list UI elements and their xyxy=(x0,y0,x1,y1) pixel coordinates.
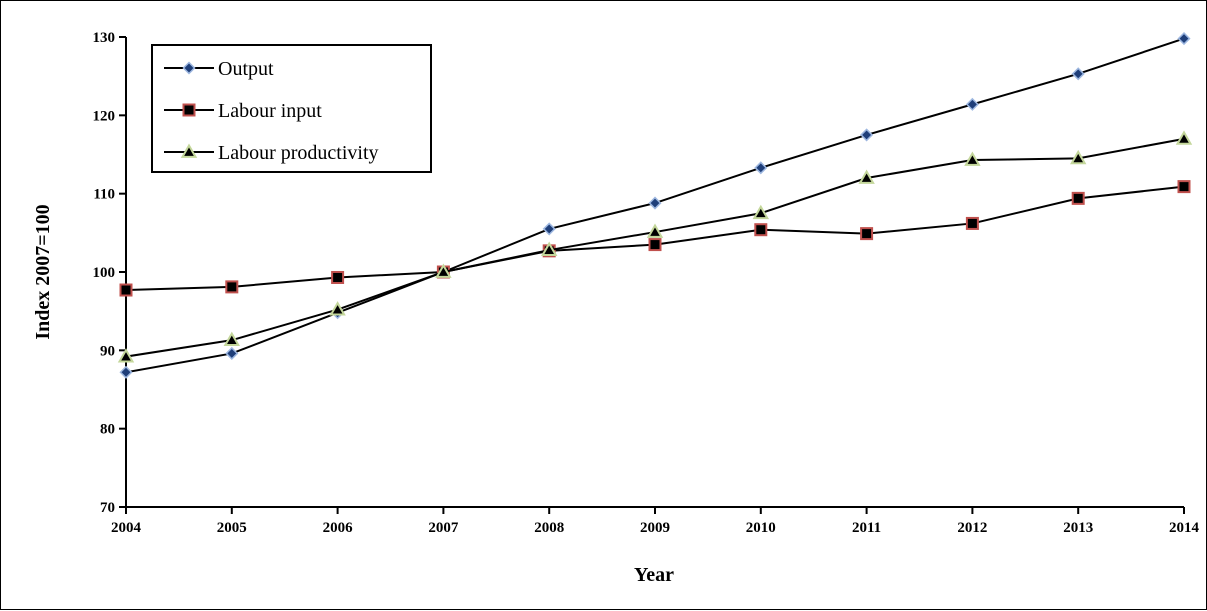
data-point-square-marker xyxy=(119,283,133,297)
x-ticks: 2004 2005 2006 2007 2008 2009 2010 2011 2012 2013… xyxy=(111,507,1200,536)
series-labour-productivity xyxy=(117,130,1193,363)
y-tick-label: 70 xyxy=(100,500,115,516)
data-point-triangle-marker xyxy=(964,151,981,166)
data-point-diamond-marker xyxy=(225,346,239,361)
legend-label-labour-input: Labour input xyxy=(218,100,322,122)
legend-label-labour-productivity: Labour productivity xyxy=(218,142,379,164)
data-point-triangle-marker xyxy=(329,301,346,316)
data-point-triangle-marker xyxy=(1069,149,1087,165)
data-point-square-marker xyxy=(754,223,768,237)
y-tick-label: 100 xyxy=(93,265,116,281)
legend-diamond-marker xyxy=(182,61,196,75)
data-point-diamond-marker xyxy=(965,97,979,111)
x-tick-label: 2013 xyxy=(1063,520,1093,536)
data-point-square-marker xyxy=(1177,180,1191,194)
y-tick-label: 90 xyxy=(100,343,115,359)
x-tick-label: 2011 xyxy=(852,520,881,536)
data-point-square-marker xyxy=(331,270,345,284)
data-point-triangle-marker xyxy=(223,331,241,347)
legend-triangle-marker xyxy=(180,143,198,158)
y-tick-label: 110 xyxy=(93,187,115,203)
data-point-diamond-marker xyxy=(1071,67,1085,81)
y-tick-label: 130 xyxy=(93,30,116,46)
x-tick-label: 2007 xyxy=(428,520,459,536)
data-point-diamond-marker xyxy=(860,128,874,142)
x-tick-label: 2008 xyxy=(534,520,564,536)
series-layer xyxy=(117,32,1193,379)
x-tick-label: 2005 xyxy=(217,520,247,536)
legend-marker-output-diamond-icon xyxy=(182,61,196,75)
data-point-triangle-marker xyxy=(540,241,558,256)
x-tick-label: 2004 xyxy=(111,520,142,536)
legend-marker-labour-productivity-triangle-icon xyxy=(180,143,198,158)
x-tick-label: 2012 xyxy=(957,520,987,536)
data-point-diamond-marker xyxy=(542,222,556,236)
x-axis-title: Year xyxy=(634,564,674,586)
data-point-triangle-marker xyxy=(117,348,135,363)
data-point-triangle-marker xyxy=(1175,130,1193,145)
y-axis-title: Index 2007=100 xyxy=(32,204,54,339)
y-tick-label: 80 xyxy=(100,422,115,438)
data-point-square-marker xyxy=(225,280,239,294)
data-point-triangle-marker xyxy=(435,263,452,278)
data-point-triangle-marker xyxy=(752,204,770,220)
data-point-triangle-marker xyxy=(858,169,875,184)
x-tick-label: 2009 xyxy=(640,520,670,536)
y-ticks: 70 80 90 100 110 120 130 xyxy=(93,30,126,516)
data-point-square-marker xyxy=(860,227,874,241)
data-point-square-marker xyxy=(648,238,662,252)
x-tick-label: 2010 xyxy=(746,520,776,536)
x-tick-label: 2014 xyxy=(1169,520,1200,536)
data-point-diamond-marker xyxy=(754,161,768,175)
legend-marker-labour-input-square-icon xyxy=(182,103,196,117)
y-tick-label: 120 xyxy=(93,108,116,124)
data-point-triangle-marker xyxy=(646,223,664,238)
legend: Output Labour input Labour productivity xyxy=(151,44,432,173)
data-point-square-marker xyxy=(965,216,979,230)
data-point-square-marker xyxy=(1071,191,1085,205)
x-tick-label: 2006 xyxy=(323,520,354,536)
data-point-diamond-marker xyxy=(648,196,662,210)
data-point-diamond-marker xyxy=(119,365,133,379)
data-point-diamond-marker xyxy=(1177,32,1191,46)
legend-square-marker xyxy=(182,103,196,117)
legend-label-output: Output xyxy=(218,58,274,80)
legend-box xyxy=(151,44,432,173)
